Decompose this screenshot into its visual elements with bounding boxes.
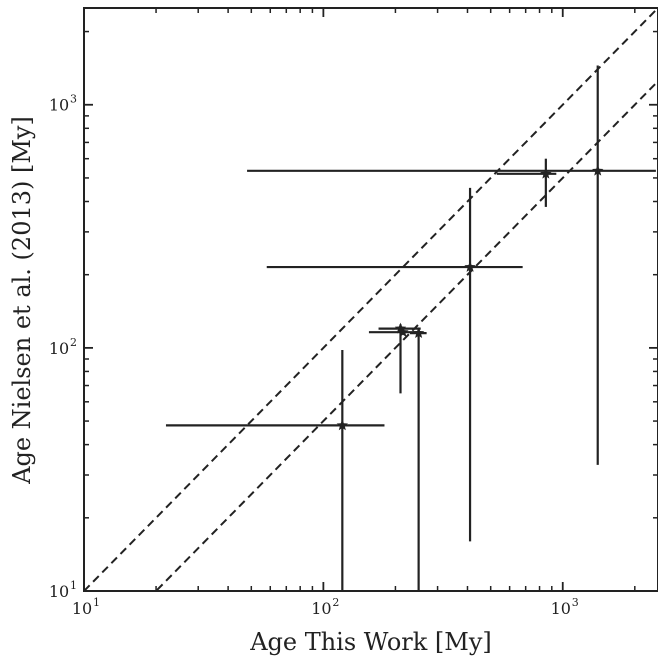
data-points [336,164,604,431]
reference-lines [84,8,658,591]
reference-line-1 [84,8,658,591]
y-tick-label: 10 [49,582,69,601]
data-point-star [397,326,409,338]
x-tick-label: 10 [551,599,571,618]
data-point-star [336,419,349,431]
y-tick-label-exponent: 1 [70,579,77,592]
x-tick-label: 10 [72,599,92,618]
x-tick-label-exponent: 3 [572,596,579,609]
data-point-star [464,261,476,272]
y-tick-label: 10 [49,339,69,358]
data-point-star [412,327,425,338]
data-point-star [540,167,552,179]
data-point-star [592,164,604,176]
minor-ticks [84,8,658,591]
y-tick-label-exponent: 3 [70,93,77,106]
y-tick-label: 10 [49,96,69,115]
x-tick-label-exponent: 2 [332,596,339,609]
x-axis-label: Age This Work [My] [249,628,492,656]
error-bars [165,65,656,591]
plot-area-frame [83,7,658,592]
major-ticks [83,8,658,592]
y-tick-label-exponent: 2 [70,336,77,349]
data-point-star [394,322,407,334]
x-tick-label-exponent: 1 [93,596,100,609]
y-axis-label: Age Nielsen et al. (2013) [My] [8,116,36,485]
reference-line-2 [154,80,658,591]
x-tick-labels: 10 1 10 2 10 3 [72,596,579,618]
x-tick-label: 10 [311,599,331,618]
